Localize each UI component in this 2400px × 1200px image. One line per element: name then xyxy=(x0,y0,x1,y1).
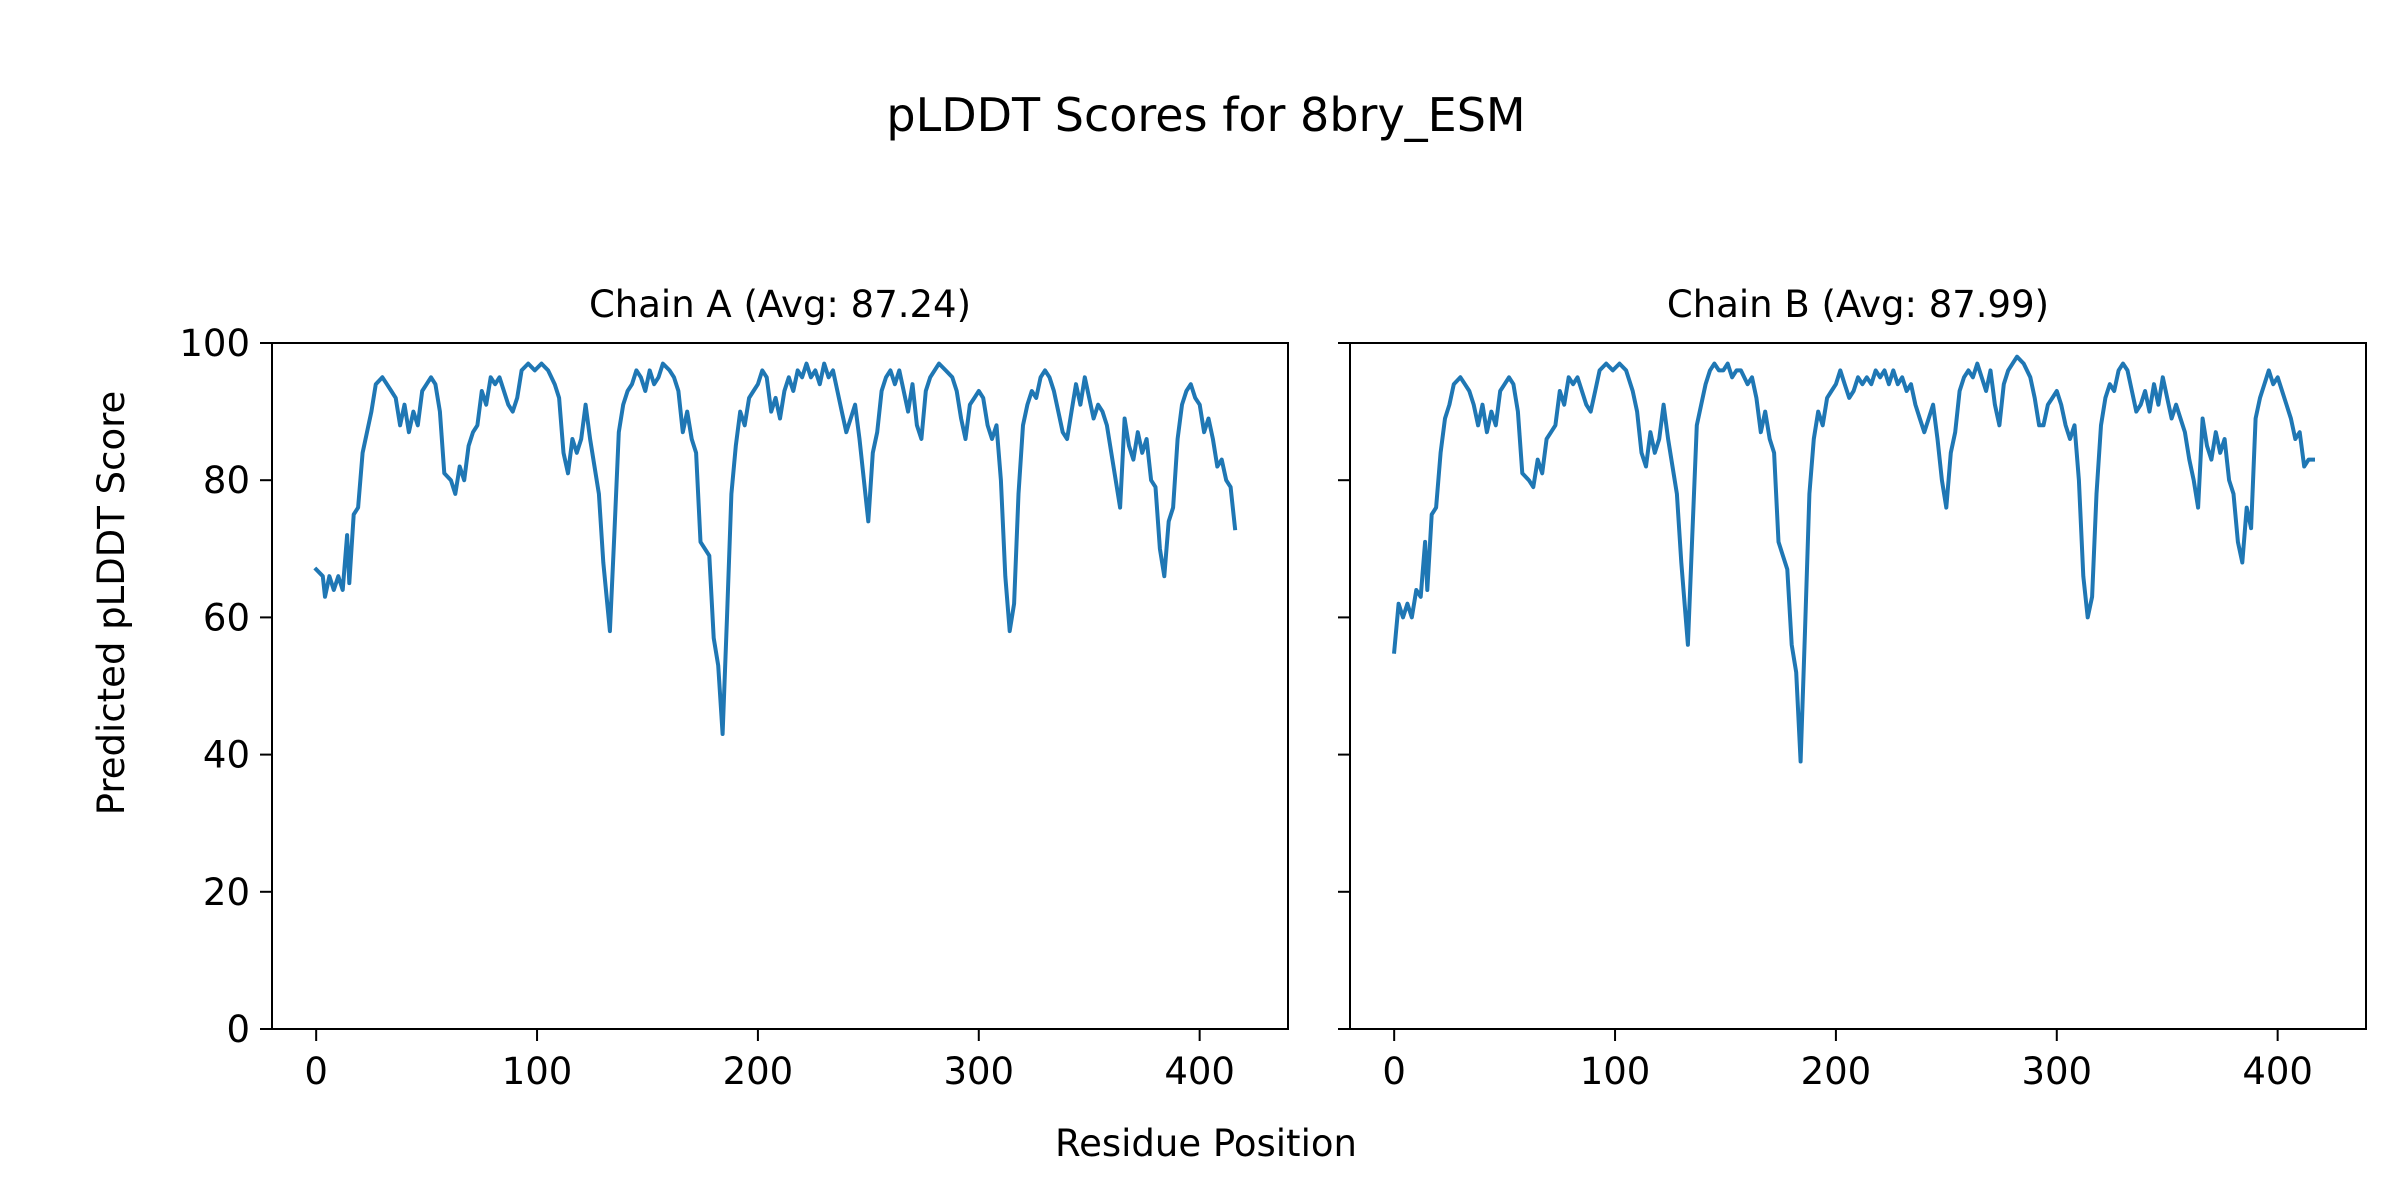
chain-b-x-tick-label: 300 xyxy=(2021,1050,2092,1093)
chain-a-title: Chain A (Avg: 87.24) xyxy=(589,283,971,326)
x-axis-label: Residue Position xyxy=(1055,1122,1357,1165)
chain-a-y-tick-label: 80 xyxy=(203,459,250,502)
chain-b-x-tick-label: 200 xyxy=(1801,1050,1872,1093)
chain-a-y-tick-label: 0 xyxy=(226,1008,250,1051)
chain-b-x-tick-label: 400 xyxy=(2242,1050,2313,1093)
chain-b-plddt-line xyxy=(1392,354,2315,764)
y-axis-label: Predicted pLDDT Score xyxy=(90,391,133,816)
chain-a-axes-frame xyxy=(271,342,1289,1030)
chain-a-x-tick-label: 0 xyxy=(304,1050,328,1093)
chain-a-x-tick-label: 100 xyxy=(502,1050,573,1093)
chain-b-axes-frame xyxy=(1349,342,2367,1030)
chain-a-y-tick-label: 100 xyxy=(179,322,250,365)
chain-b-title: Chain B (Avg: 87.99) xyxy=(1667,283,2049,326)
chain-a-x-tick-label: 200 xyxy=(723,1050,794,1093)
chain-b-x-tick-label: 0 xyxy=(1382,1050,1406,1093)
chain-a-panel: Chain A (Avg: 87.24) 0 100 200 300 400 0 20 40 6… xyxy=(179,283,1289,1093)
chain-b-panel: Chain B (Avg: 87.99) 0 100 200 300 400 xyxy=(1338,283,2367,1093)
chain-b-x-tick-label: 100 xyxy=(1580,1050,1651,1093)
chain-a-y-tick-label: 60 xyxy=(203,596,250,639)
chain-a-x-tick-label: 400 xyxy=(1164,1050,1235,1093)
chain-a-y-tick-label: 40 xyxy=(203,734,250,777)
chain-a-y-tick-label: 20 xyxy=(203,871,250,914)
chain-a-plddt-line xyxy=(313,361,1238,736)
figure-title: pLDDT Scores for 8bry_ESM xyxy=(886,88,1525,142)
chain-a-x-tick-label: 300 xyxy=(943,1050,1014,1093)
